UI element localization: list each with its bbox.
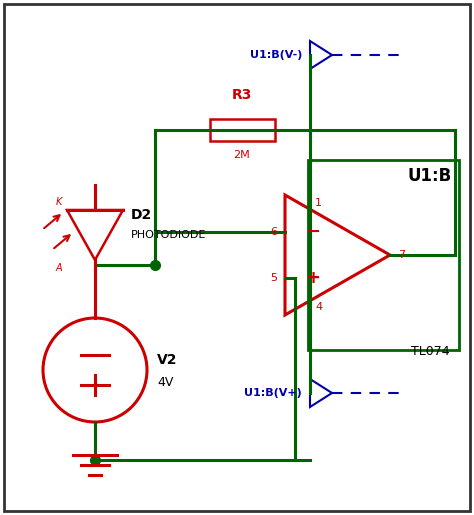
Bar (308, 160, 459, 350)
Text: U1:B(V-): U1:B(V-) (250, 50, 302, 60)
Text: D2: D2 (131, 208, 152, 222)
Text: +: + (305, 269, 320, 287)
Polygon shape (310, 41, 332, 69)
Text: 6: 6 (270, 227, 277, 237)
Text: R3: R3 (232, 88, 252, 102)
Bar (210, 119, 275, 141)
Text: 4: 4 (315, 302, 322, 312)
Text: TL074: TL074 (410, 345, 449, 358)
Text: 1: 1 (315, 198, 322, 208)
Text: V2: V2 (157, 353, 177, 367)
Text: 5: 5 (270, 273, 277, 283)
Text: 7: 7 (398, 250, 405, 260)
Text: U1:B: U1:B (408, 167, 452, 185)
Polygon shape (310, 379, 332, 407)
Text: 4V: 4V (157, 375, 173, 388)
Polygon shape (285, 195, 390, 315)
Text: −: − (305, 223, 320, 241)
Polygon shape (67, 210, 123, 260)
Text: K: K (55, 197, 62, 207)
Text: A: A (55, 263, 62, 273)
Circle shape (43, 318, 147, 422)
Text: PHOTODIODE: PHOTODIODE (131, 230, 206, 240)
Text: 2M: 2M (234, 150, 250, 160)
Text: U1:B(V+): U1:B(V+) (244, 388, 302, 398)
